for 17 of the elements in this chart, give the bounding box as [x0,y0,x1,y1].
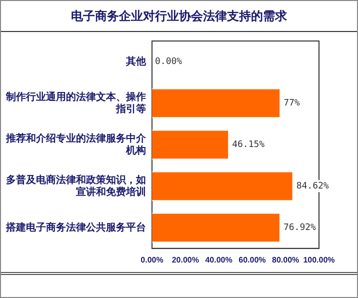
data-label: 76.92% [283,223,317,234]
data-label: 46.15% [232,140,266,150]
y-tick-label: 多普及电商法律和政策知识，如宣讲和免费培训 [6,174,146,198]
x-tick-label: 20.00% [172,255,199,264]
data-label: 77% [284,98,300,109]
x-tick-label: 100.00% [303,255,335,264]
x-tick-label: 0.00% [140,255,164,264]
y-tick-label: 搭建电子商务法律公共服务平台 [5,221,146,234]
x-tick-label: 60.00% [238,255,266,264]
data-label: 84.62% [296,182,330,192]
data-label: 0.00% [155,57,183,68]
x-tick-label: 40.00% [205,255,232,264]
chart-title: 电子商务企业对行业协会法律支持的需求 [1,1,357,32]
y-tick-label: 推荐和介绍专业的法律服务中介机构 [5,132,147,156]
y-tick-label: 制作行业通用的法律文本、操作指引等 [5,90,146,115]
x-tick-label: 80.00% [272,255,300,264]
y-tick-label: 其他 [125,55,147,68]
